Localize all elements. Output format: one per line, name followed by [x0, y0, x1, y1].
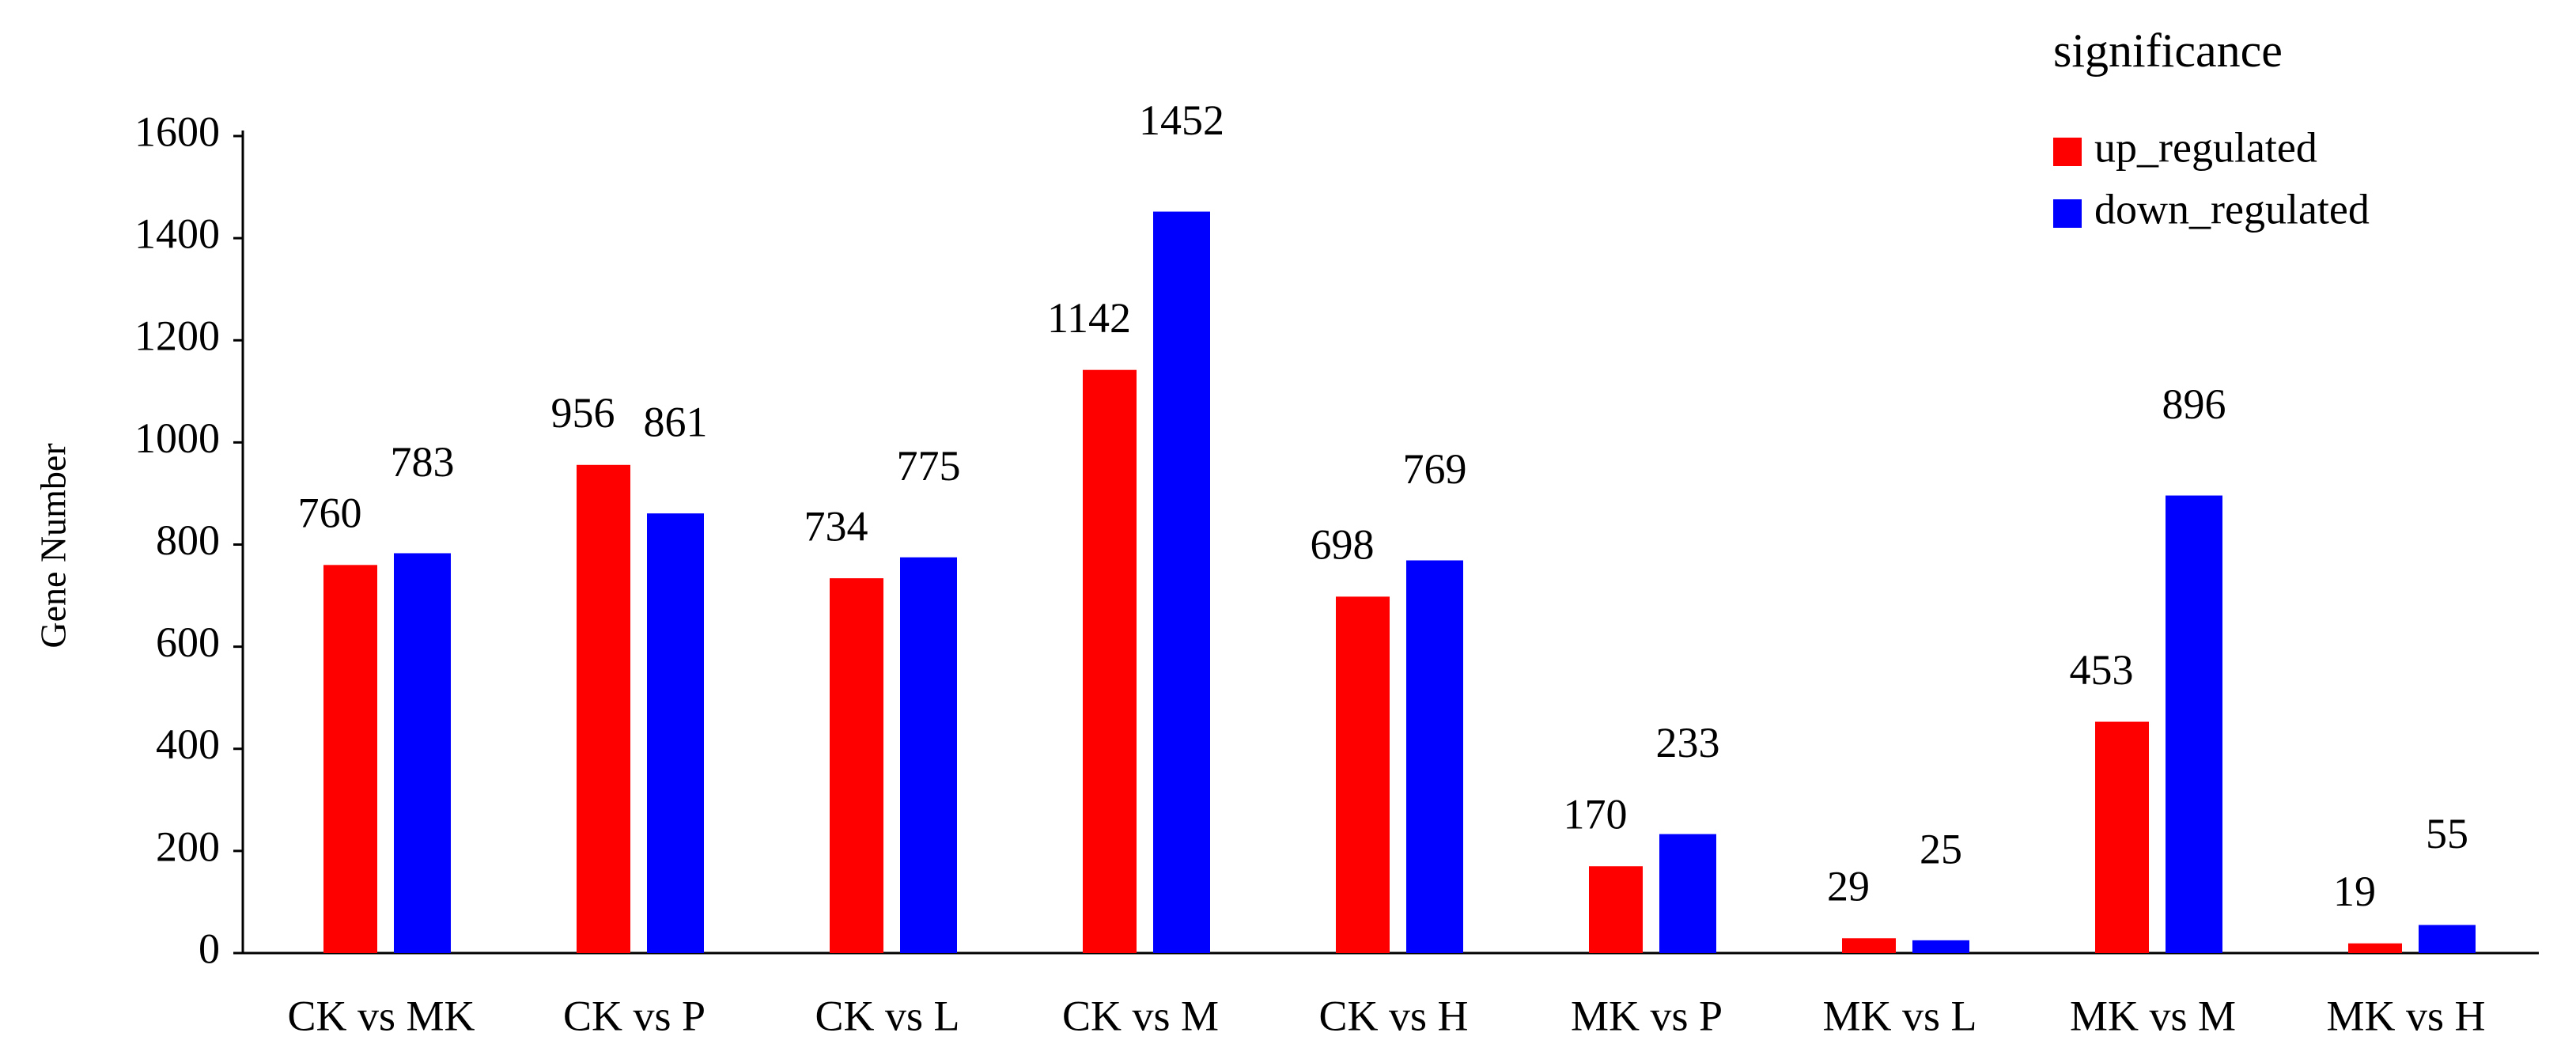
x-tick-label: CK vs MK: [287, 992, 475, 1039]
data-label: 783: [391, 438, 455, 486]
y-tick-label: 800: [156, 516, 220, 564]
bar: [1659, 834, 1716, 953]
y-tick-label: 600: [156, 619, 220, 666]
bar: [323, 565, 377, 953]
y-tick-label: 1000: [134, 414, 220, 462]
legend-swatch: [2053, 199, 2082, 228]
data-label: 1452: [1139, 96, 1224, 144]
data-label: 55: [2426, 810, 2468, 857]
data-label: 698: [1311, 521, 1375, 569]
y-tick-label: 200: [156, 823, 220, 870]
x-tick-label: MK vs P: [1571, 992, 1723, 1039]
legend-label: down_regulated: [2094, 185, 2370, 233]
data-label: 170: [1564, 791, 1628, 838]
bar: [1912, 940, 1969, 953]
x-tick-label: MK vs H: [2326, 992, 2485, 1039]
y-tick-label: 1600: [134, 108, 220, 155]
legend-label: up_regulated: [2094, 123, 2317, 171]
y-tick-label: 1200: [134, 312, 220, 360]
data-label: 19: [2333, 868, 2376, 915]
legend-swatch: [2053, 138, 2082, 166]
bar: [2348, 943, 2402, 953]
x-tick-label: CK vs H: [1318, 992, 1468, 1039]
data-label: 760: [298, 490, 362, 537]
x-tick-label: MK vs L: [1822, 992, 1976, 1039]
bar: [647, 513, 704, 953]
data-label: 769: [1403, 445, 1467, 493]
data-label: 29: [1827, 863, 1870, 910]
bar: [900, 557, 957, 953]
data-label: 233: [1656, 719, 1720, 766]
bar: [2095, 721, 2149, 953]
data-label: 861: [644, 399, 708, 446]
x-tick-label: MK vs M: [2070, 992, 2236, 1039]
bar: [2166, 495, 2222, 953]
legend-title: significance: [2053, 25, 2283, 77]
bar: [1336, 596, 1390, 953]
data-label: 896: [2162, 380, 2226, 428]
x-tick-label: CK vs M: [1062, 992, 1219, 1039]
bar: [2419, 925, 2476, 953]
bar: [1589, 866, 1643, 953]
x-tick-label: CK vs P: [563, 992, 705, 1039]
bar: [394, 553, 451, 953]
bar: [577, 464, 630, 953]
data-label: 25: [1920, 825, 1962, 872]
bar: [1406, 560, 1463, 953]
x-tick-label: CK vs L: [815, 992, 959, 1039]
data-label: 1142: [1047, 294, 1131, 342]
y-tick-label: 0: [199, 925, 220, 972]
data-label: 775: [897, 442, 961, 490]
data-label: 956: [551, 389, 615, 437]
y-tick-label: 1400: [134, 210, 220, 258]
bar: [830, 578, 883, 953]
y-tick-label: 400: [156, 721, 220, 768]
bar: [1083, 369, 1137, 953]
bar: [1153, 211, 1210, 953]
y-axis-title: Gene Number: [33, 443, 74, 648]
bar: [1842, 938, 1896, 953]
data-label: 734: [804, 503, 868, 550]
data-label: 453: [2070, 646, 2134, 694]
